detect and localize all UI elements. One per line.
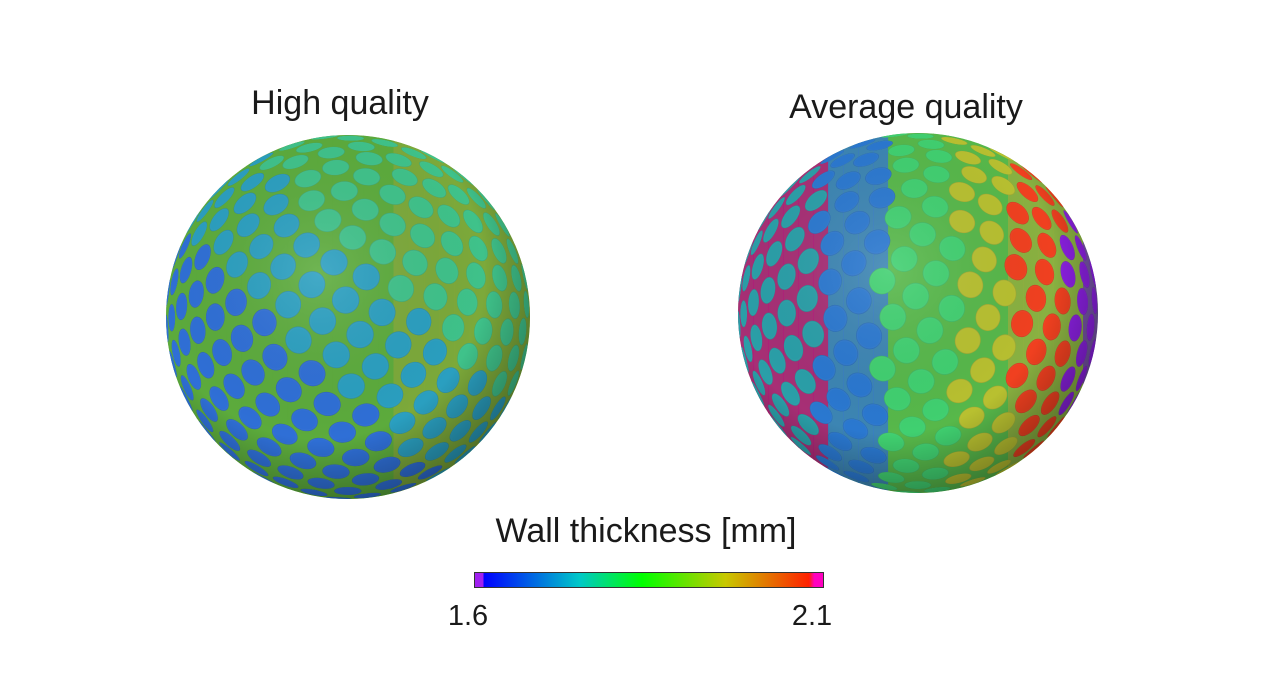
panel-title-average-quality: Average quality — [789, 88, 1023, 126]
colorbar-min-label: 1.6 — [447, 600, 489, 632]
panel-title-high-quality: High quality — [251, 84, 429, 122]
colorbar-title: Wall thickness [mm] — [495, 512, 797, 550]
colorbar — [474, 572, 824, 588]
golf-ball-average-quality — [738, 133, 1098, 493]
colorbar-max-label: 2.1 — [791, 600, 833, 632]
golf-ball-high-quality — [166, 135, 530, 499]
